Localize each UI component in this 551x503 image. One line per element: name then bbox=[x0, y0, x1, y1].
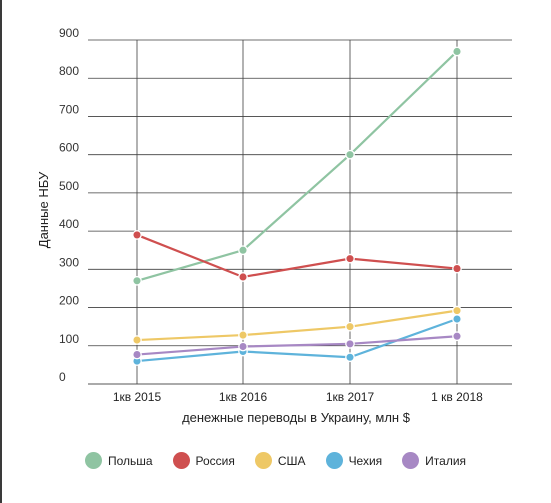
y-tick-label: 400 bbox=[59, 217, 79, 231]
data-point bbox=[238, 272, 248, 282]
data-point bbox=[132, 275, 142, 286]
series-line-1 bbox=[136, 233, 458, 279]
data-point bbox=[452, 331, 462, 342]
data-point bbox=[345, 253, 355, 264]
legend: Польша Россия США Чехия Италия bbox=[0, 452, 551, 469]
data-point bbox=[345, 339, 355, 349]
y-tick-label: 900 bbox=[59, 26, 79, 40]
data-point bbox=[345, 352, 355, 363]
x-axis-ticks: 1кв 2015 1кв 2016 1кв 2017 1 кв 2018 bbox=[113, 390, 483, 404]
x-tick-label: 1кв 2017 bbox=[326, 390, 375, 404]
data-point bbox=[238, 245, 248, 256]
y-tick-label: 0 bbox=[59, 370, 66, 384]
legend-swatch-icon bbox=[254, 452, 272, 469]
series-line-2 bbox=[136, 309, 458, 342]
legend-item[interactable]: Италия bbox=[402, 452, 466, 469]
legend-item[interactable]: Россия bbox=[172, 452, 235, 469]
y-tick-label: 300 bbox=[59, 255, 79, 269]
data-point bbox=[238, 330, 248, 340]
data-point bbox=[345, 149, 355, 160]
x-tick-label: 1кв 2015 bbox=[113, 390, 162, 404]
legend-swatch-icon bbox=[402, 452, 420, 469]
legend-item[interactable]: Польша bbox=[84, 452, 153, 469]
series-points bbox=[132, 46, 462, 366]
legend-label: Чехия bbox=[348, 453, 383, 468]
legend-swatch-icon bbox=[84, 452, 102, 469]
series-line-4 bbox=[136, 335, 458, 356]
series-lines bbox=[136, 50, 458, 363]
legend-label: Италия bbox=[425, 453, 467, 468]
data-point bbox=[452, 263, 462, 274]
data-point bbox=[132, 230, 142, 240]
y-tick-label: 200 bbox=[59, 294, 79, 308]
y-tick-label: 600 bbox=[59, 141, 79, 155]
x-tick-label: 1 кв 2018 bbox=[431, 390, 483, 404]
series-line-3 bbox=[136, 317, 458, 363]
x-axis-label: денежные переводы в Украину, млн $ bbox=[182, 410, 411, 425]
y-tick-label: 500 bbox=[59, 179, 79, 193]
grid bbox=[88, 39, 512, 385]
legend-swatch-icon bbox=[172, 452, 190, 469]
legend-item[interactable]: США bbox=[254, 452, 306, 469]
y-axis-ticks: 0 100 200 300 400 500 600 700 800 900 bbox=[59, 26, 79, 384]
data-point bbox=[238, 341, 248, 352]
y-axis-label: Данные НБУ bbox=[36, 171, 51, 248]
x-tick-label: 1кв 2016 bbox=[219, 390, 268, 404]
left-edge-border bbox=[0, 0, 2, 503]
y-tick-label: 700 bbox=[59, 102, 79, 116]
y-tick-label: 100 bbox=[59, 332, 79, 346]
data-point bbox=[452, 46, 462, 57]
data-point bbox=[132, 335, 142, 345]
data-point bbox=[452, 314, 462, 324]
data-point bbox=[132, 349, 142, 360]
series-line-0 bbox=[136, 50, 458, 282]
y-tick-label: 800 bbox=[59, 64, 79, 78]
legend-label: Польша bbox=[107, 453, 153, 468]
data-point bbox=[452, 305, 462, 316]
legend-swatch-icon bbox=[325, 452, 343, 469]
legend-item[interactable]: Чехия bbox=[325, 452, 383, 469]
legend-label: Россия bbox=[195, 453, 235, 468]
data-point bbox=[345, 321, 355, 332]
legend-label: США bbox=[277, 453, 306, 468]
